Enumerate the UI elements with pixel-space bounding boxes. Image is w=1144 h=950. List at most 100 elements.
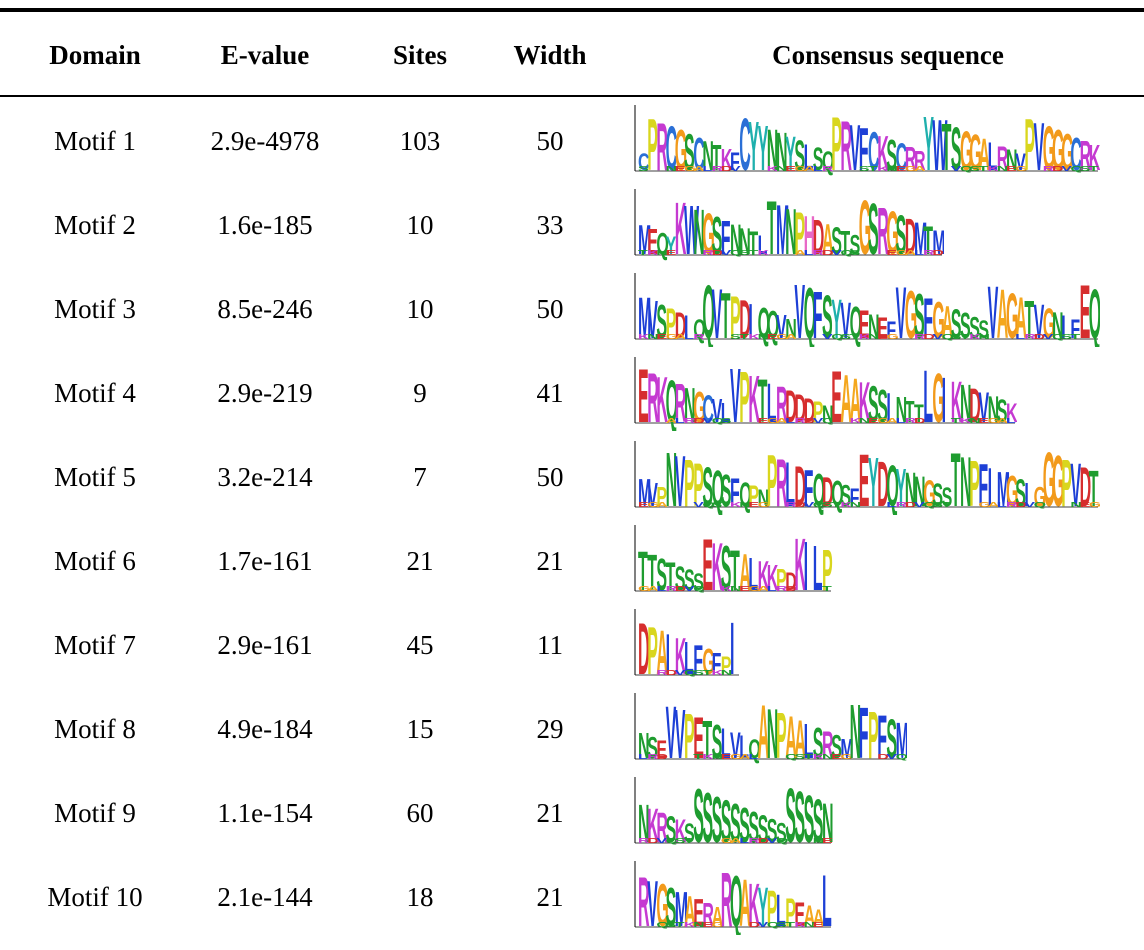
logo-letter: V <box>1024 501 1036 509</box>
logo-letter: G <box>1043 300 1055 347</box>
logo-letter: V <box>1043 333 1055 341</box>
logo-letter: T <box>758 367 768 431</box>
logo-letter: G <box>1043 439 1055 515</box>
logo-letter: D <box>666 669 678 677</box>
motif-name: Motif 5 <box>54 461 136 492</box>
logo-letter: S <box>647 732 658 766</box>
logo-letter: V <box>831 249 843 257</box>
logo-letter: G <box>647 501 659 509</box>
logo-letter: E <box>675 165 686 173</box>
logo-letter: V <box>712 275 723 347</box>
logo-letter: P <box>776 564 787 598</box>
sites-cell: 45 <box>406 629 434 660</box>
width-cell: 33 <box>536 209 564 240</box>
logo-letter: T <box>831 501 841 509</box>
header-rule <box>0 95 1144 97</box>
logo-letter: T <box>1089 460 1099 515</box>
logo-letter: N <box>758 486 770 512</box>
logo-letter: R <box>666 585 678 593</box>
logo-letter: G <box>758 501 770 509</box>
logo-letter: M <box>932 223 944 262</box>
logo-letter: Q <box>702 501 715 509</box>
logo-letter: L <box>988 135 998 179</box>
logo-letter: T <box>748 249 758 257</box>
logo-letter: T <box>638 249 648 257</box>
logo-letter: N <box>730 585 742 593</box>
logo-letter: S <box>840 480 851 514</box>
logo-letter: G <box>638 585 650 593</box>
logo-letter: T <box>868 165 878 173</box>
logo-letter: G <box>886 199 898 263</box>
logo-letter: S <box>794 132 805 179</box>
logo-letter: Q <box>1089 275 1100 347</box>
logo-letter: T <box>647 544 657 599</box>
logo-letter: G <box>712 921 724 929</box>
logo-letter: D <box>758 837 770 845</box>
evalue-cell: 2.9e-219 <box>217 377 313 408</box>
logo-letter: L <box>813 165 823 173</box>
logo-letter: L <box>914 249 924 257</box>
logo-letter: M <box>997 462 1010 515</box>
logo-letter: G <box>877 417 889 425</box>
table-row: Motif 6 1.7e-161 21 21 T G T A S L T R S D S V S Q E K S K T N A… <box>0 520 1144 602</box>
logo-letter: D <box>877 753 889 761</box>
logo-letter: E <box>739 585 750 593</box>
motif-name: Motif 8 <box>54 713 136 744</box>
logo-letter: P <box>822 538 833 599</box>
logo-letter: A <box>850 366 862 431</box>
logo-letter: E <box>693 892 704 935</box>
logo-letter: S <box>656 295 667 347</box>
logo-letter: P <box>831 103 842 179</box>
logo-letter: A <box>739 544 751 599</box>
logo-letter: R <box>721 859 733 935</box>
evalue-cell: 1.6e-185 <box>217 209 313 240</box>
logo-letter: Q <box>1070 165 1083 173</box>
logo-letter: R <box>905 417 917 425</box>
logo-letter: E <box>1006 165 1017 173</box>
evalue-cell: 1.1e-154 <box>217 797 313 828</box>
logo-letter: R <box>638 837 650 845</box>
logo-letter: L <box>638 753 648 761</box>
logo-letter: I <box>1061 310 1065 345</box>
logo-letter: F <box>859 117 869 179</box>
logo-letter: V <box>666 692 677 767</box>
table-row: Motif 8 4.9e-184 15 29 N L S R E D V V P E T T K S N L E V G L A… <box>0 688 1144 770</box>
logo-letter: C <box>1070 129 1082 179</box>
logo-letter: D <box>785 585 797 593</box>
logo-letter: Y <box>923 103 934 179</box>
logo-letter: D <box>1034 333 1046 341</box>
logo-letter: K <box>988 165 1000 173</box>
logo-letter: S <box>942 482 953 512</box>
logo-letter: K <box>730 501 742 509</box>
logo-letter: V <box>767 837 779 845</box>
logo-letter: I <box>748 294 752 347</box>
sites-cell: 10 <box>406 293 434 324</box>
logo-letter: Q <box>1052 333 1065 341</box>
logo-letter: G <box>767 417 779 425</box>
logo-letter: R <box>776 585 788 593</box>
logo-letter: S <box>712 207 723 263</box>
logo-letter: D <box>656 753 668 761</box>
logo-letter: A <box>730 837 742 845</box>
logo-letter: D <box>638 609 650 683</box>
evalue-cell: 3.2e-214 <box>217 461 313 492</box>
logo-letter: D <box>794 454 806 515</box>
logo-letter: F <box>813 279 823 347</box>
logo-letter: G <box>988 417 1000 425</box>
logo-letter: R <box>647 359 659 431</box>
logo-letter: G <box>905 277 917 347</box>
logo-letter: R <box>647 753 659 761</box>
logo-letter: L <box>758 230 768 260</box>
logo-letter: T <box>923 219 933 263</box>
logo-letter: C <box>693 129 705 179</box>
logo-letter: E <box>877 333 888 341</box>
logo-letter: G <box>969 124 981 179</box>
logo-letter: F <box>730 148 740 176</box>
logo-letter: S <box>638 165 649 173</box>
logo-letter: E <box>758 417 769 425</box>
logo-letter: Y <box>748 107 759 179</box>
logo-letter: L <box>886 501 896 509</box>
logo-letter: D <box>1015 501 1027 509</box>
logo-letter: E <box>666 249 677 257</box>
logo-letter: N <box>978 333 990 341</box>
